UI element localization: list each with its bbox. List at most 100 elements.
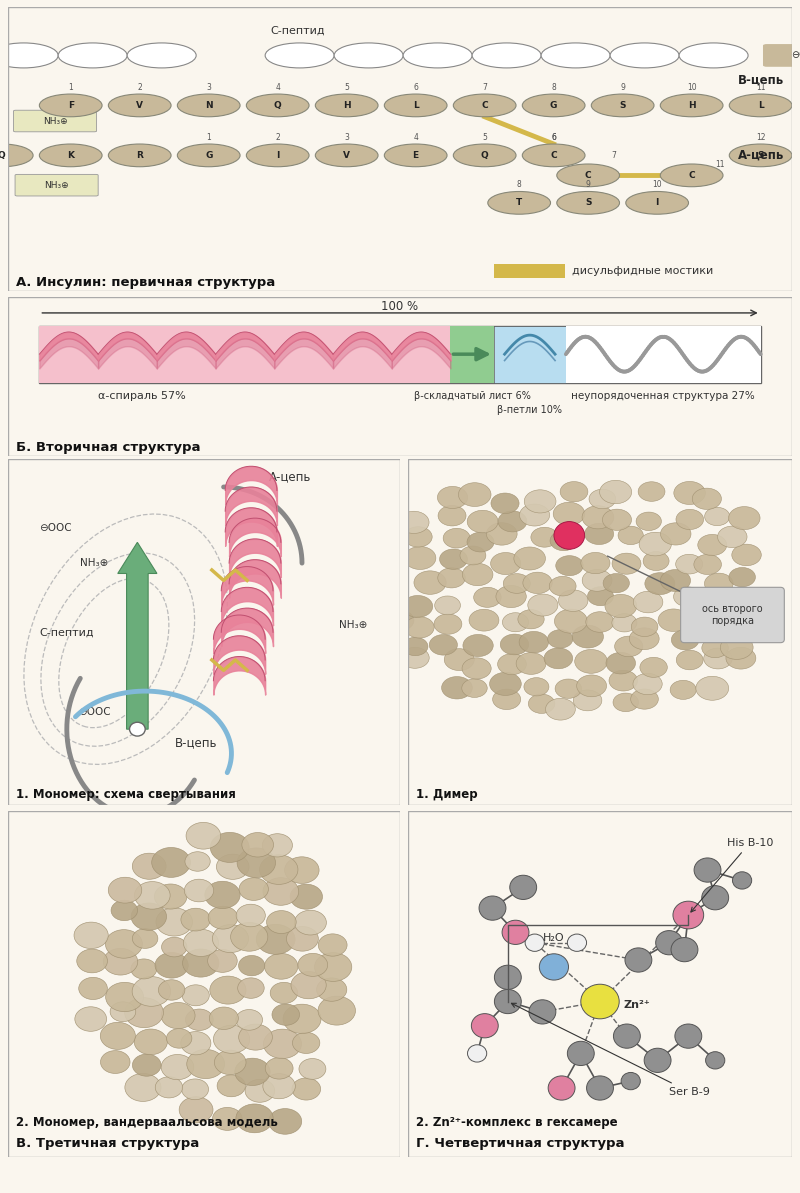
Text: 10: 10 [652, 180, 662, 190]
Ellipse shape [181, 1032, 211, 1055]
Ellipse shape [317, 978, 346, 1001]
Ellipse shape [586, 612, 614, 632]
Ellipse shape [181, 908, 210, 931]
Ellipse shape [156, 908, 193, 937]
Circle shape [548, 1076, 575, 1100]
Ellipse shape [402, 595, 433, 617]
Ellipse shape [210, 833, 249, 863]
Ellipse shape [430, 635, 458, 655]
Circle shape [621, 1073, 640, 1089]
Ellipse shape [166, 1028, 192, 1049]
Text: H: H [688, 101, 695, 110]
Ellipse shape [658, 608, 689, 631]
Circle shape [522, 144, 585, 167]
FancyBboxPatch shape [681, 587, 784, 643]
Ellipse shape [491, 493, 519, 513]
Ellipse shape [692, 488, 722, 509]
Text: G: G [550, 101, 558, 110]
Text: ось второго
порядка: ось второго порядка [702, 604, 762, 626]
Text: 8: 8 [551, 82, 556, 92]
Circle shape [539, 953, 569, 981]
Ellipse shape [467, 532, 494, 552]
Ellipse shape [298, 953, 328, 976]
Ellipse shape [556, 556, 583, 576]
Text: 2: 2 [138, 82, 142, 92]
Ellipse shape [467, 511, 498, 533]
Ellipse shape [434, 596, 461, 614]
Ellipse shape [402, 637, 428, 656]
Circle shape [127, 43, 196, 68]
Circle shape [567, 1041, 594, 1065]
Ellipse shape [108, 877, 142, 903]
Text: В-цепь: В-цепь [738, 74, 784, 87]
Circle shape [471, 1014, 498, 1038]
Circle shape [130, 722, 146, 736]
Ellipse shape [125, 1074, 161, 1101]
Text: 2. Мономер, вандерваальсова модель: 2. Мономер, вандерваальсова модель [16, 1117, 278, 1129]
Circle shape [108, 94, 171, 117]
Ellipse shape [238, 1024, 273, 1050]
Circle shape [679, 43, 748, 68]
Text: Q: Q [274, 101, 282, 110]
Circle shape [246, 94, 309, 117]
FancyBboxPatch shape [763, 44, 800, 67]
Ellipse shape [214, 1025, 250, 1053]
Ellipse shape [523, 573, 552, 594]
Circle shape [454, 94, 516, 117]
Circle shape [730, 94, 792, 117]
Ellipse shape [630, 628, 659, 650]
Ellipse shape [210, 1007, 238, 1030]
Ellipse shape [213, 1107, 242, 1131]
Ellipse shape [462, 657, 491, 679]
Ellipse shape [726, 648, 756, 669]
Ellipse shape [293, 1032, 320, 1053]
Ellipse shape [242, 833, 274, 857]
Ellipse shape [581, 552, 610, 574]
Text: β-петли 10%: β-петли 10% [498, 404, 562, 415]
Ellipse shape [554, 610, 587, 633]
Ellipse shape [106, 982, 143, 1012]
Circle shape [591, 94, 654, 117]
Text: 7: 7 [482, 82, 487, 92]
Text: L: L [413, 101, 418, 110]
Ellipse shape [131, 903, 166, 931]
Text: H₂O: H₂O [543, 933, 565, 942]
Ellipse shape [125, 997, 163, 1027]
Ellipse shape [698, 534, 726, 556]
Ellipse shape [245, 1080, 274, 1102]
Text: 6: 6 [551, 132, 556, 142]
Ellipse shape [585, 524, 614, 544]
Ellipse shape [612, 613, 637, 632]
Text: Q: Q [0, 150, 6, 160]
Ellipse shape [263, 878, 298, 905]
Text: 1: 1 [68, 82, 73, 92]
Ellipse shape [493, 690, 521, 710]
Ellipse shape [101, 1051, 130, 1074]
Ellipse shape [161, 1055, 194, 1080]
Ellipse shape [100, 1022, 135, 1050]
Ellipse shape [582, 506, 614, 528]
Ellipse shape [587, 587, 614, 606]
Ellipse shape [729, 507, 760, 530]
Ellipse shape [671, 630, 699, 650]
Ellipse shape [516, 653, 546, 674]
Ellipse shape [205, 882, 240, 909]
Ellipse shape [236, 904, 266, 927]
Circle shape [58, 43, 127, 68]
Text: I: I [655, 198, 659, 208]
Circle shape [454, 144, 516, 167]
Bar [494, 326, 566, 383]
Text: α-спираль 57%: α-спираль 57% [98, 390, 186, 401]
Circle shape [702, 885, 729, 910]
Text: Ser B-9: Ser B-9 [511, 1003, 710, 1096]
Ellipse shape [236, 1104, 273, 1133]
Ellipse shape [702, 638, 728, 657]
Circle shape [798, 94, 800, 117]
Ellipse shape [572, 625, 603, 648]
Text: F: F [68, 101, 74, 110]
Ellipse shape [606, 653, 635, 674]
Ellipse shape [574, 649, 607, 673]
Ellipse shape [732, 544, 762, 565]
Circle shape [660, 94, 723, 117]
Ellipse shape [503, 574, 530, 593]
